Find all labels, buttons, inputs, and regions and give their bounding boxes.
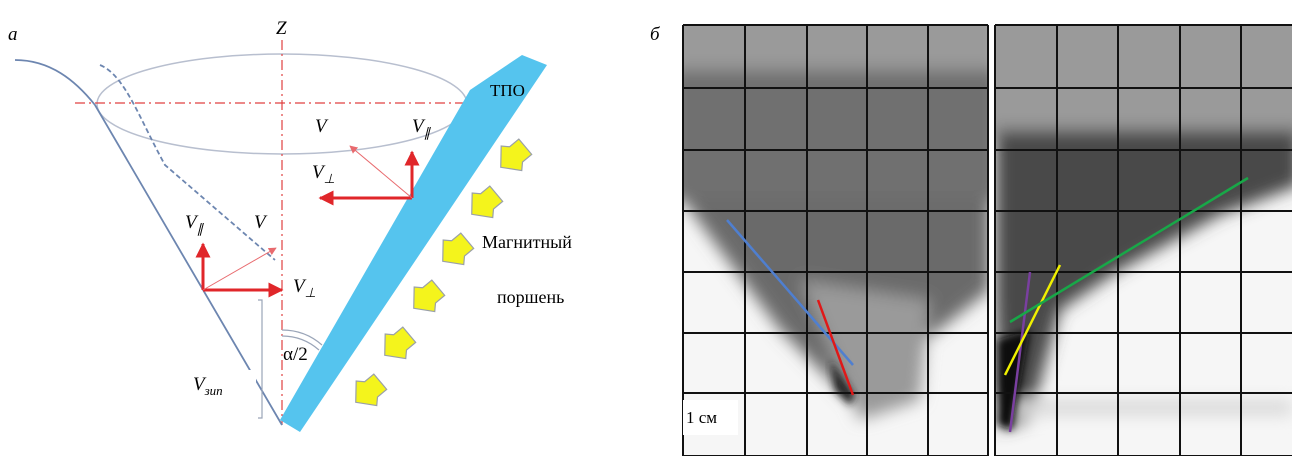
- vector-label: V: [254, 212, 268, 233]
- piston-arrow: [461, 181, 506, 226]
- subscript: зип: [204, 383, 223, 398]
- subscript: ∥: [197, 221, 205, 236]
- panel-b: б 1 см: [650, 10, 1292, 456]
- piston-label: Магнитный: [482, 232, 572, 252]
- subscript: ⊥: [324, 171, 335, 186]
- angle-label: α/2: [283, 344, 308, 365]
- piston-arrow: [490, 134, 535, 179]
- vector-label: V∥: [185, 212, 205, 236]
- subscript: ∥: [424, 125, 432, 140]
- photo-right: [980, 10, 1292, 456]
- scale-label: 1 см: [686, 408, 717, 427]
- bracket: [258, 300, 262, 418]
- piston-arrow: [432, 228, 477, 273]
- figure: а Z ТПО V V∥ V⊥ V∥ V V⊥ Vзип α/2 Магнитн…: [0, 0, 1292, 456]
- piston-arrow: [403, 275, 448, 320]
- subscript: ⊥: [305, 285, 316, 300]
- vector-label: V⊥: [312, 162, 335, 186]
- panel-label: а: [8, 24, 18, 45]
- vector: [350, 146, 412, 198]
- photo-left: [670, 10, 1000, 456]
- vector: [203, 248, 276, 290]
- panel-a: а Z ТПО V V∥ V⊥ V∥ V V⊥ Vзип α/2 Магнитн…: [8, 18, 572, 432]
- axis-label: Z: [276, 18, 287, 39]
- vector-label: V⊥: [293, 276, 316, 300]
- vector-label: V∥: [412, 116, 432, 140]
- panel-label: б: [650, 24, 661, 45]
- wall-label: ТПО: [490, 81, 525, 100]
- piston-arrow: [374, 322, 419, 367]
- angle-arc: [282, 330, 322, 345]
- piston-label: поршень: [497, 287, 564, 307]
- vector-label: V: [315, 116, 329, 137]
- piston-arrow: [345, 369, 390, 414]
